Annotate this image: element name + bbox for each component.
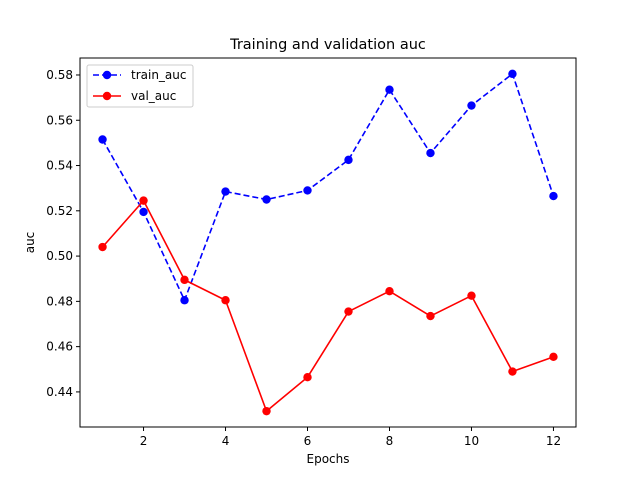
y-tick-label: 0.48 (46, 294, 73, 308)
x-tick-label: 8 (386, 434, 394, 448)
x-tick-label: 2 (140, 434, 148, 448)
data-point-train_auc (549, 191, 558, 201)
data-point-train_auc (426, 148, 435, 158)
data-point-val_auc (98, 242, 107, 252)
y-tick-label: 0.54 (46, 159, 73, 173)
y-axis-label: auc (23, 232, 37, 254)
y-tick-label: 0.56 (46, 113, 73, 127)
chart-title: Training and validation auc (229, 37, 426, 53)
x-tick-label: 12 (546, 434, 561, 448)
series-line-train_auc (101, 73, 555, 302)
legend-swatch-marker (102, 91, 112, 101)
y-tick-label: 0.46 (46, 340, 73, 354)
y-tick-label: 0.50 (46, 249, 73, 263)
data-point-train_auc (344, 155, 353, 165)
data-point-val_auc (426, 311, 435, 321)
data-point-val_auc (385, 286, 394, 296)
data-point-train_auc (303, 186, 312, 195)
data-point-val_auc (303, 372, 312, 382)
data-point-val_auc (508, 367, 517, 376)
axes-frame (79, 57, 577, 428)
data-point-train_auc (98, 135, 107, 144)
data-point-val_auc (139, 196, 148, 205)
data-point-val_auc (467, 291, 476, 300)
data-point-val_auc (262, 406, 271, 416)
series-line-val_auc (101, 199, 554, 412)
data-point-train_auc (221, 187, 230, 196)
x-tick-label: 10 (464, 434, 479, 448)
y-tick-label: 0.44 (46, 385, 73, 399)
data-point-train_auc (385, 85, 394, 94)
legend-label: train_auc (131, 68, 187, 82)
legend-swatch-marker (102, 70, 112, 80)
legend: train_auc val_auc (86, 64, 194, 108)
data-point-train_auc (139, 207, 148, 217)
data-point-val_auc (221, 296, 230, 305)
x-tick-label: 6 (304, 434, 312, 448)
data-point-val_auc (549, 352, 558, 362)
legend-label: val_auc (131, 89, 176, 103)
data-point-val_auc (344, 307, 353, 316)
data-point-train_auc (508, 69, 517, 79)
x-tick-label: 4 (222, 434, 230, 448)
data-point-train_auc (262, 195, 271, 204)
y-tick-label: 0.52 (46, 204, 73, 218)
data-point-val_auc (180, 275, 189, 285)
plot-area (98, 69, 558, 416)
y-tick-label: 0.58 (46, 68, 73, 82)
data-point-train_auc (467, 101, 476, 110)
x-axis-label: Epochs (307, 452, 350, 466)
data-point-train_auc (180, 296, 189, 305)
